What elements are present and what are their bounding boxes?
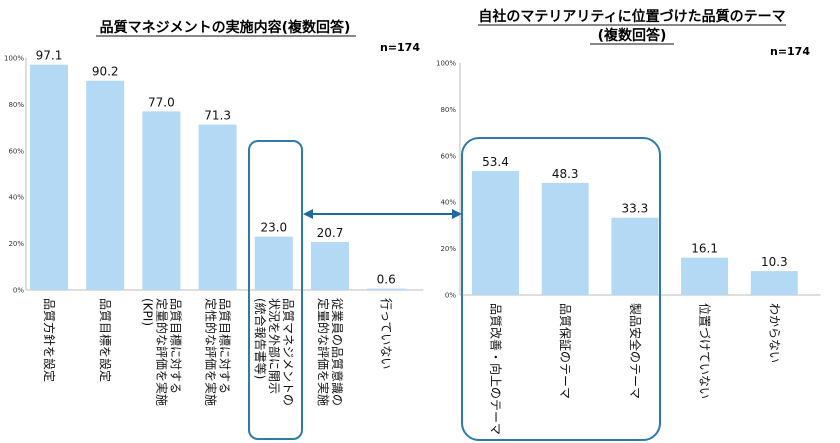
right-category-label: 品質改善・向上のテーマ [489, 303, 504, 435]
left-category-label: (KPI) [140, 298, 154, 326]
right-value-label: 53.4 [482, 155, 509, 169]
right-y-tick-label: 80% [440, 106, 456, 114]
right-category-labels: 品質改善・向上のテーマ 品質保証のテーマ 製品安全のテーマ 位置づけていない わからない [489, 303, 782, 435]
left-y-tick-label: 80% [8, 101, 24, 109]
right-value-label: 33.3 [622, 202, 649, 216]
left-chart-title: 品質マネジメントの実施内容(複数回答) [100, 19, 351, 36]
left-y-tick-label: 100% [4, 55, 24, 63]
left-category-label: 従業員の品質意識の [330, 298, 345, 406]
left-bar [254, 236, 293, 290]
right-y-tick-label: 0% [445, 292, 456, 300]
right-value-label: 16.1 [691, 242, 718, 256]
left-sample-size: n=174 [380, 41, 420, 54]
left-bar [311, 241, 349, 290]
comparison-arrow [303, 209, 462, 219]
right-value-label: 10.3 [761, 255, 788, 269]
right-bar [750, 271, 798, 295]
right-category-label: わからない [767, 303, 781, 363]
right-bar [472, 171, 519, 295]
left-category-label: 定量的な評価を実施 [316, 298, 331, 406]
left-bar [198, 124, 237, 290]
left-category-label: 品質目標を設定 [98, 298, 113, 382]
left-bar [367, 288, 406, 290]
left-category-label: 品質目標に対する [218, 298, 233, 394]
left-category-label: 定量的な評価を実施 [154, 298, 169, 406]
right-highlight-box [461, 137, 661, 441]
left-value-label: 77.0 [148, 95, 175, 109]
right-chart-title-line1: 自社のマテリアリティに位置づけた品質のテーマ [478, 8, 785, 25]
left-category-label: 状況を外部に開示 [267, 298, 282, 394]
left-category-label: (統合報告書等) [253, 298, 268, 379]
left-bar [86, 80, 125, 291]
left-value-label: 0.6 [377, 273, 396, 287]
left-y-tick-label: 40% [8, 194, 24, 202]
left-value-label: 23.0 [260, 221, 287, 235]
left-bar [30, 64, 68, 290]
right-y-tick-label: 60% [440, 152, 456, 160]
right-bars: 53.4 48.3 33.3 16.1 10.3 [472, 155, 798, 295]
left-category-label: 品質方針を設定 [42, 298, 57, 382]
right-bar [681, 257, 729, 295]
left-category-label: 品質マネジメントの [281, 298, 296, 406]
left-chart: 品質マネジメントの実施内容(複数回答) n=174 0% 20% 40% 60% 80%… [4, 19, 424, 406]
right-chart: 自社のマテリアリティに位置づけた品質のテーマ (複数回答) n=174 0% 20… [436, 8, 821, 435]
left-bars: 97.1 90.2 77.0 71.3 23.0 20.7 0.6 [30, 49, 406, 291]
right-y-tick-label: 20% [440, 245, 456, 253]
left-category-label: 行っていない [379, 298, 393, 369]
left-value-label: 71.3 [204, 109, 231, 123]
left-value-label: 90.2 [92, 65, 119, 79]
right-sample-size: n=174 [770, 45, 810, 58]
right-category-label: 品質保証のテーマ [558, 303, 573, 399]
left-highlight-box [248, 140, 303, 440]
left-y-tick-label: 60% [8, 147, 24, 155]
right-bar [611, 217, 659, 295]
left-y-tick-label: 20% [8, 240, 24, 248]
left-category-label: 定性的な評価を実施 [204, 298, 219, 406]
right-y-tick-label: 100% [436, 60, 456, 68]
left-category-label: 品質目標に対する [168, 298, 183, 394]
right-y-tick-label: 40% [440, 199, 456, 207]
right-category-label: 製品安全のテーマ [628, 303, 643, 399]
right-bar [541, 182, 589, 295]
left-value-label: 97.1 [36, 49, 63, 63]
left-value-label: 20.7 [317, 226, 344, 240]
left-y-tick-label: 0% [13, 287, 24, 295]
right-category-label: 位置づけていない [698, 303, 713, 399]
left-bar [142, 111, 181, 290]
right-chart-title-line2: (複数回答) [598, 27, 667, 44]
right-value-label: 48.3 [552, 167, 579, 181]
